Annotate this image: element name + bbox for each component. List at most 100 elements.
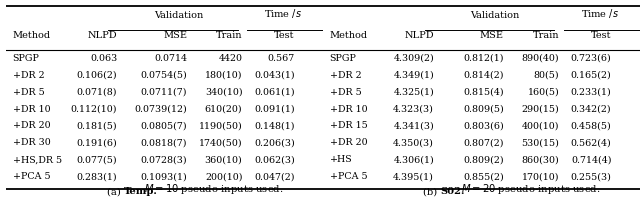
Text: +DR 2: +DR 2 bbox=[330, 71, 361, 80]
Text: 0.815(4): 0.815(4) bbox=[463, 88, 504, 97]
Text: +DR 2: +DR 2 bbox=[13, 71, 44, 80]
Text: 0.1093(1): 0.1093(1) bbox=[140, 172, 187, 181]
Text: 0.342(2): 0.342(2) bbox=[571, 105, 611, 114]
Text: 0.803(6): 0.803(6) bbox=[463, 121, 504, 130]
Text: +HS,DR 5: +HS,DR 5 bbox=[13, 155, 62, 164]
Text: Validation: Validation bbox=[154, 11, 203, 20]
Text: NLPD: NLPD bbox=[88, 31, 117, 40]
Text: Train: Train bbox=[532, 31, 559, 40]
Text: MSE: MSE bbox=[163, 31, 187, 40]
Text: 4.349(1): 4.349(1) bbox=[394, 71, 434, 80]
Text: Temp.: Temp. bbox=[124, 187, 157, 196]
Text: 0.283(1): 0.283(1) bbox=[77, 172, 117, 181]
Text: Time $/s$: Time $/s$ bbox=[580, 7, 618, 20]
Text: SPGP: SPGP bbox=[330, 54, 356, 63]
Text: 890(40): 890(40) bbox=[522, 54, 559, 63]
Text: 1190(50): 1190(50) bbox=[198, 121, 243, 130]
Text: 0.091(1): 0.091(1) bbox=[254, 105, 294, 114]
Text: +DR 30: +DR 30 bbox=[13, 138, 51, 147]
Text: 610(20): 610(20) bbox=[205, 105, 243, 114]
Text: Method: Method bbox=[330, 31, 367, 40]
Text: 0.809(5): 0.809(5) bbox=[463, 105, 504, 114]
Text: +PCA 5: +PCA 5 bbox=[330, 172, 367, 181]
Text: 0.077(5): 0.077(5) bbox=[77, 155, 117, 164]
Text: 0.812(1): 0.812(1) bbox=[463, 54, 504, 63]
Text: MSE: MSE bbox=[480, 31, 504, 40]
Text: 0.814(2): 0.814(2) bbox=[463, 71, 504, 80]
Text: 170(10): 170(10) bbox=[522, 172, 559, 181]
Text: 0.071(8): 0.071(8) bbox=[77, 88, 117, 97]
Text: 4420: 4420 bbox=[218, 54, 243, 63]
Text: (b): (b) bbox=[423, 187, 440, 196]
Text: 0.562(4): 0.562(4) bbox=[571, 138, 611, 147]
Text: 0.181(5): 0.181(5) bbox=[77, 121, 117, 130]
Text: 530(15): 530(15) bbox=[522, 138, 559, 147]
Text: 1740(50): 1740(50) bbox=[199, 138, 243, 147]
Text: 0.0805(7): 0.0805(7) bbox=[140, 121, 187, 130]
Text: 0.809(2): 0.809(2) bbox=[463, 155, 504, 164]
Text: 0.047(2): 0.047(2) bbox=[254, 172, 294, 181]
Text: 0.233(1): 0.233(1) bbox=[571, 88, 611, 97]
Text: +PCA 5: +PCA 5 bbox=[13, 172, 51, 181]
Text: +DR 5: +DR 5 bbox=[13, 88, 45, 97]
Text: $M = 20$ pseudo-inputs used.: $M = 20$ pseudo-inputs used. bbox=[458, 182, 600, 196]
Text: 0.112(10): 0.112(10) bbox=[71, 105, 117, 114]
Text: 4.323(3): 4.323(3) bbox=[393, 105, 434, 114]
Text: Time $/s$: Time $/s$ bbox=[264, 7, 301, 20]
Text: +DR 5: +DR 5 bbox=[330, 88, 362, 97]
Text: Test: Test bbox=[591, 31, 611, 40]
Text: NLPD: NLPD bbox=[404, 31, 434, 40]
Text: 0.0714: 0.0714 bbox=[154, 54, 187, 63]
Text: 360(10): 360(10) bbox=[205, 155, 243, 164]
Text: 4.341(3): 4.341(3) bbox=[394, 121, 434, 130]
Text: 400(10): 400(10) bbox=[522, 121, 559, 130]
Text: +HS: +HS bbox=[330, 155, 352, 164]
Text: 200(10): 200(10) bbox=[205, 172, 243, 181]
Text: S02.: S02. bbox=[440, 187, 465, 196]
Text: 0.206(3): 0.206(3) bbox=[254, 138, 294, 147]
Text: 4.309(2): 4.309(2) bbox=[394, 54, 434, 63]
Text: 0.0728(3): 0.0728(3) bbox=[140, 155, 187, 164]
Text: 0.148(1): 0.148(1) bbox=[254, 121, 294, 130]
Text: Train: Train bbox=[216, 31, 243, 40]
Text: 0.0711(7): 0.0711(7) bbox=[140, 88, 187, 97]
Text: 0.106(2): 0.106(2) bbox=[77, 71, 117, 80]
Text: Method: Method bbox=[13, 31, 51, 40]
Text: +DR 10: +DR 10 bbox=[330, 105, 367, 114]
Text: 0.458(5): 0.458(5) bbox=[571, 121, 611, 130]
Text: 4.350(3): 4.350(3) bbox=[393, 138, 434, 147]
Text: 80(5): 80(5) bbox=[534, 71, 559, 80]
Text: 860(30): 860(30) bbox=[522, 155, 559, 164]
Text: (a): (a) bbox=[107, 187, 124, 196]
Text: Validation: Validation bbox=[470, 11, 520, 20]
Text: +DR 15: +DR 15 bbox=[330, 121, 367, 130]
Text: SPGP: SPGP bbox=[13, 54, 40, 63]
Text: 0.043(1): 0.043(1) bbox=[254, 71, 294, 80]
Text: +DR 20: +DR 20 bbox=[330, 138, 367, 147]
Text: 0.191(6): 0.191(6) bbox=[77, 138, 117, 147]
Text: 340(10): 340(10) bbox=[205, 88, 243, 97]
Text: 0.255(3): 0.255(3) bbox=[571, 172, 611, 181]
Text: 180(10): 180(10) bbox=[205, 71, 243, 80]
Text: 0.0754(5): 0.0754(5) bbox=[140, 71, 187, 80]
Text: 0.567: 0.567 bbox=[268, 54, 294, 63]
Text: 0.165(2): 0.165(2) bbox=[571, 71, 611, 80]
Text: 0.714(4): 0.714(4) bbox=[571, 155, 611, 164]
Text: $M = 10$ pseudo-inputs used.: $M = 10$ pseudo-inputs used. bbox=[141, 182, 284, 196]
Text: Test: Test bbox=[274, 31, 294, 40]
Text: 0.807(2): 0.807(2) bbox=[463, 138, 504, 147]
Text: 0.061(1): 0.061(1) bbox=[254, 88, 294, 97]
Text: +DR 20: +DR 20 bbox=[13, 121, 51, 130]
Text: 4.306(1): 4.306(1) bbox=[394, 155, 434, 164]
Text: 0.0818(7): 0.0818(7) bbox=[140, 138, 187, 147]
Text: 0.855(2): 0.855(2) bbox=[463, 172, 504, 181]
Text: 0.063: 0.063 bbox=[90, 54, 117, 63]
Text: 4.395(1): 4.395(1) bbox=[393, 172, 434, 181]
Text: 0.0739(12): 0.0739(12) bbox=[134, 105, 187, 114]
Text: 160(5): 160(5) bbox=[527, 88, 559, 97]
Text: 0.723(6): 0.723(6) bbox=[571, 54, 611, 63]
Text: 290(15): 290(15) bbox=[522, 105, 559, 114]
Text: 0.062(3): 0.062(3) bbox=[254, 155, 294, 164]
Text: +DR 10: +DR 10 bbox=[13, 105, 51, 114]
Text: 4.325(1): 4.325(1) bbox=[394, 88, 434, 97]
